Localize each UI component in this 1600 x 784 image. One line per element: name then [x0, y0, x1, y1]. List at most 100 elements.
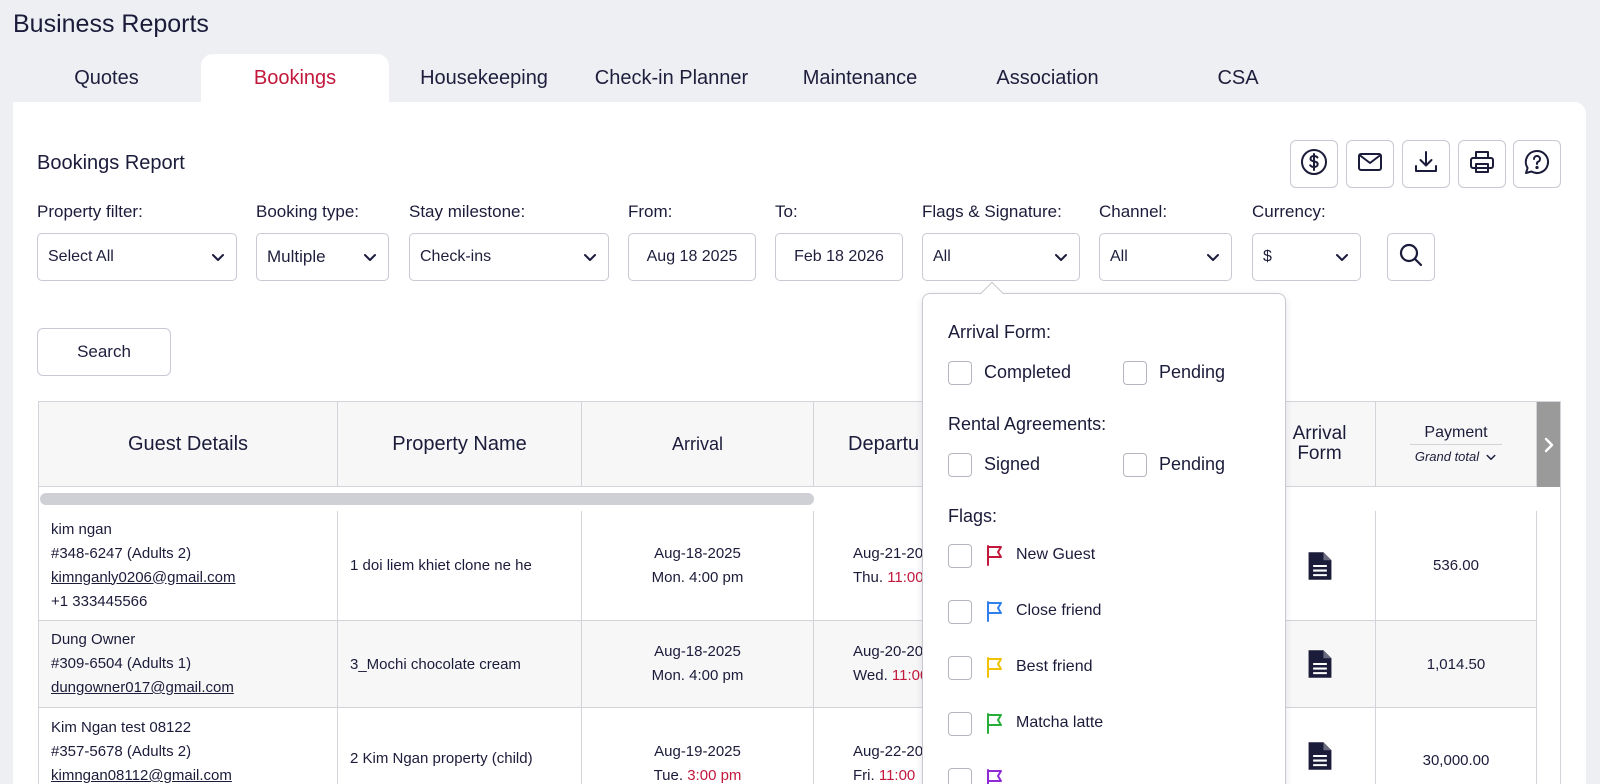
departure-day: Fri. [853, 767, 875, 784]
currency-value: $ [1263, 248, 1272, 265]
tab-check-in-planner[interactable]: Check-in Planner [594, 66, 749, 89]
channel-label: Channel: [1099, 202, 1168, 221]
property-name-cell: 2 Kim Ngan property (child) [338, 708, 582, 784]
property-filter-value: Select All [48, 248, 114, 265]
flag-new-guest-label: New Guest [1016, 546, 1096, 563]
bookings-table: Guest Details Property Name Arrival Depa… [38, 401, 1561, 784]
header-arrival[interactable]: Arrival [582, 402, 814, 487]
stay-milestone-label: Stay milestone: [409, 202, 526, 221]
header-departure[interactable]: Departu [814, 402, 924, 487]
departure-day: Wed. [853, 667, 888, 684]
arrival-date: Aug-19-2025 [654, 743, 741, 760]
horizontal-scroll-thumb[interactable] [40, 493, 814, 505]
rental-pending-label: Pending [1159, 454, 1226, 474]
stay-milestone-value: Check-ins [420, 248, 492, 265]
report-title: Bookings Report [37, 152, 185, 174]
tab-housekeeping[interactable]: Housekeeping [420, 66, 548, 89]
header-payment-label: Payment [1410, 424, 1502, 445]
flag-matcha-latte-checkbox[interactable] [948, 712, 972, 736]
rental-signed-label: Signed [984, 454, 1041, 474]
flag-new-guest-checkbox[interactable] [948, 544, 972, 568]
arrival-form-pending-label: Pending [1159, 362, 1226, 382]
property-name-cell: 3_Mochi chocolate cream [338, 621, 582, 708]
document-icon [1308, 742, 1331, 770]
mail-icon [1356, 148, 1384, 181]
flag-icon [985, 711, 1007, 735]
header-property-name[interactable]: Property Name [338, 402, 582, 487]
flags-signature-value: All [933, 248, 951, 265]
flag-best-friend-checkbox[interactable] [948, 656, 972, 680]
property-filter-select[interactable]: Select All [37, 233, 237, 281]
help-chat-icon [1523, 148, 1551, 181]
flag-icon [985, 655, 1007, 679]
guest-email-link[interactable]: kimnganly0206@gmail.com [51, 568, 236, 586]
rental-signed-checkbox[interactable] [948, 453, 972, 477]
currency-report-button[interactable] [1290, 140, 1338, 188]
chevron-down-icon [362, 249, 378, 265]
guest-phone: +1 333445566 [51, 592, 148, 610]
to-date-input[interactable]: Feb 18 2026 [775, 233, 903, 281]
table-row: Dung Owner #309-6504 (Adults 1) dungowne… [39, 621, 338, 708]
rental-pending-checkbox[interactable] [1123, 453, 1147, 477]
tab-quotes[interactable]: Quotes [74, 66, 139, 89]
guest-name: kim ngan [51, 520, 112, 538]
table-row: Kim Ngan test 08122 #357-5678 (Adults 2)… [39, 708, 338, 784]
help-chat-button[interactable] [1513, 140, 1561, 188]
flags-signature-select[interactable]: All [922, 233, 1080, 281]
tab-maintenance[interactable]: Maintenance [802, 66, 918, 89]
document-icon [1308, 650, 1331, 678]
channel-value: All [1110, 248, 1128, 265]
search-button[interactable]: Search [37, 328, 171, 376]
from-label: From: [628, 202, 673, 221]
tab-bookings[interactable]: Bookings [201, 54, 389, 102]
email-report-button[interactable] [1346, 140, 1394, 188]
currency-select[interactable]: $ [1252, 233, 1361, 281]
header-payment[interactable]: Payment Grand total [1376, 402, 1537, 487]
flag-purple-checkbox[interactable] [948, 768, 972, 784]
departure-date: Aug-21-20 [853, 544, 924, 562]
tab-csa[interactable]: CSA [1217, 66, 1259, 89]
flags-heading: Flags: [948, 506, 998, 526]
arrival-form-cell[interactable] [1264, 708, 1376, 784]
search-icon [1398, 242, 1424, 273]
flags-signature-dropdown: Arrival Form: Completed Pending Rental A… [922, 293, 1286, 784]
flag-icon [985, 767, 1007, 784]
chevron-down-icon [1486, 454, 1496, 460]
payment-total-selector[interactable]: Grand total [1415, 449, 1497, 464]
departure-time: 11:00 [878, 767, 916, 784]
tab-association[interactable]: Association [996, 66, 1099, 89]
dollar-circle-icon [1300, 148, 1328, 181]
table-row: kim ngan #348-6247 (Adults 2) kimnganly0… [39, 511, 338, 621]
quick-search-button[interactable] [1387, 233, 1435, 281]
header-guest-details[interactable]: Guest Details [39, 402, 338, 487]
guest-email-link[interactable]: kimngan08112@gmail.com [51, 767, 232, 784]
print-report-button[interactable] [1458, 140, 1506, 188]
chevron-down-icon [1334, 249, 1350, 265]
arrival-cell: Aug-18-2025 Mon. 4:00 pm [582, 511, 814, 621]
download-report-button[interactable] [1402, 140, 1450, 188]
chevron-down-icon [1053, 249, 1069, 265]
scroll-right-button[interactable] [1537, 402, 1560, 487]
header-arrival-form-line2: Form [1297, 443, 1342, 464]
flag-close-friend-label: Close friend [1016, 602, 1102, 619]
document-icon [1308, 551, 1331, 580]
from-date-input[interactable]: Aug 18 2025 [628, 233, 756, 281]
arrival-time: 4:00 pm [689, 667, 744, 684]
arrival-form-pending-checkbox[interactable] [1123, 361, 1147, 385]
flag-close-friend-checkbox[interactable] [948, 600, 972, 624]
channel-select[interactable]: All [1099, 233, 1232, 281]
arrival-form-completed-checkbox[interactable] [948, 361, 972, 385]
stay-milestone-select[interactable]: Check-ins [409, 233, 609, 281]
departure-time: 11:00 [887, 568, 924, 586]
payment-cell: 1,014.50 [1376, 621, 1537, 708]
booking-type-select[interactable]: Multiple [256, 233, 389, 281]
chevron-down-icon [1205, 249, 1221, 265]
departure-time: 11:00 [891, 667, 929, 684]
guest-name: Dung Owner [51, 631, 136, 648]
arrival-form-cell[interactable] [1264, 511, 1376, 621]
booking-type-value: Multiple [267, 247, 326, 266]
guest-email-link[interactable]: dungowner017@gmail.com [51, 679, 234, 696]
currency-label: Currency: [1252, 202, 1326, 221]
flag-best-friend-label: Best friend [1016, 658, 1093, 675]
booking-ref: #357-5678 (Adults 2) [51, 743, 192, 760]
